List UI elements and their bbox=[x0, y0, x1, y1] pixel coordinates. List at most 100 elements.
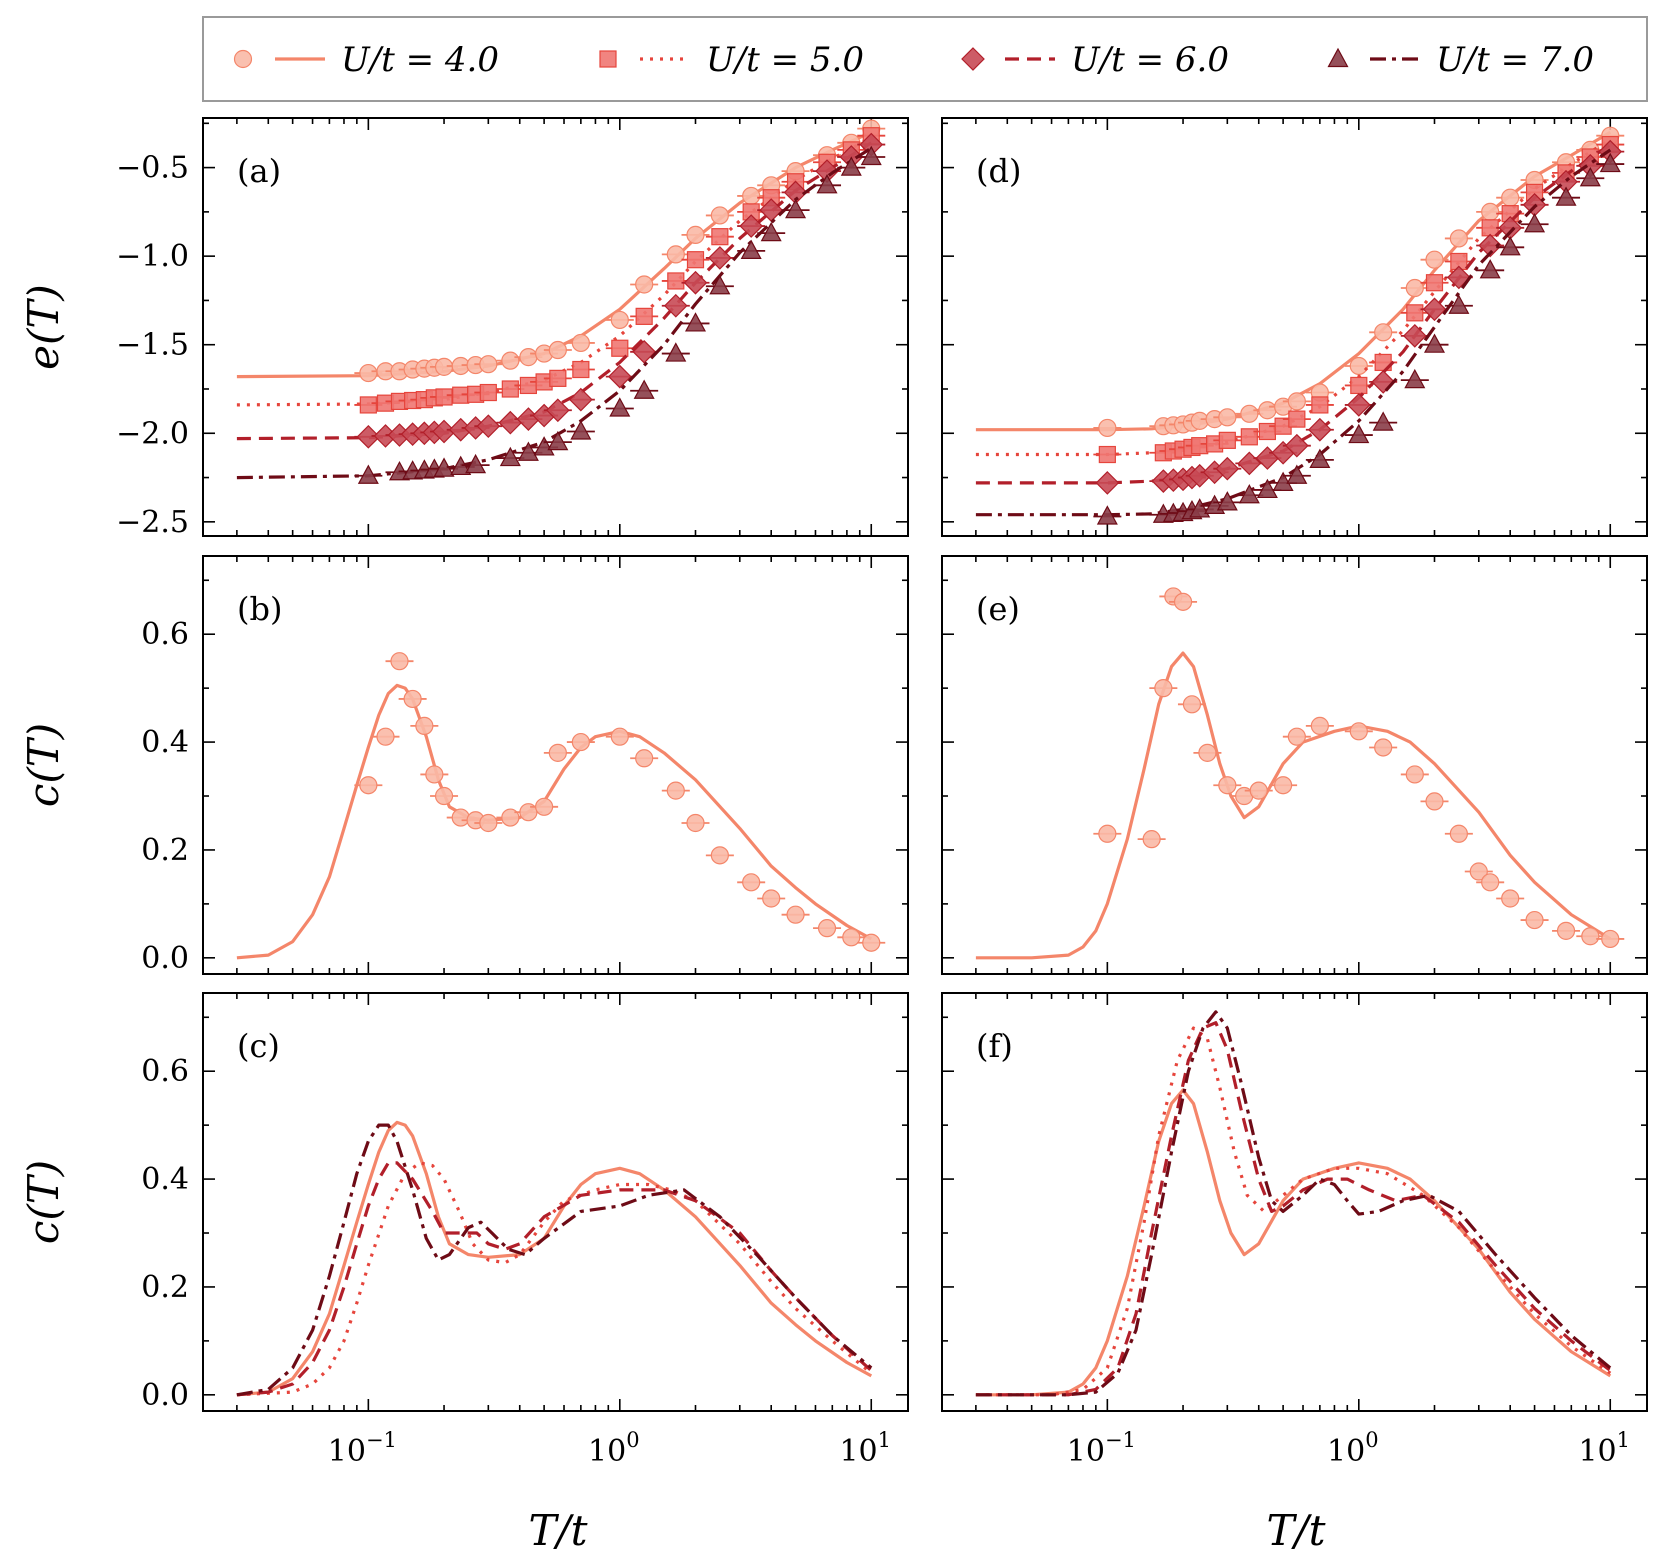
data-point-u6 bbox=[607, 364, 632, 389]
data-point-u7 bbox=[665, 342, 687, 362]
data-point-u4 bbox=[817, 919, 837, 938]
data-point-u4 bbox=[1449, 229, 1468, 248]
y-tick-label: 0.2 bbox=[141, 1270, 189, 1305]
y-tick-label: −0.5 bbox=[116, 151, 189, 186]
data-point-u4 bbox=[359, 363, 378, 383]
data-point-u5 bbox=[1098, 445, 1116, 464]
data-point-u4 bbox=[1198, 743, 1217, 762]
data-point-u5 bbox=[501, 380, 519, 398]
data-point-u4 bbox=[1287, 392, 1306, 411]
data-point-u4 bbox=[571, 333, 590, 353]
data-point-u7 bbox=[570, 420, 592, 440]
data-point-u4 bbox=[786, 905, 805, 924]
y-tick-label: −1.0 bbox=[116, 239, 189, 274]
data-point-u6 bbox=[356, 424, 381, 449]
panel-tag-f: (f) bbox=[976, 1027, 1013, 1065]
data-point-u4 bbox=[415, 716, 434, 735]
series-line-u6 bbox=[236, 1161, 873, 1397]
plot-area-d bbox=[975, 126, 1625, 525]
series-line-u5 bbox=[975, 1026, 1612, 1397]
data-point-u5 bbox=[1481, 219, 1499, 237]
data-point-u4 bbox=[1218, 408, 1237, 427]
data-point-u5 bbox=[1240, 428, 1258, 446]
panels: −0.5 −1.0 −1.5 −2.0 −2.5 e(T) (a) 0.0 0.2 0.4 0.6 c… bbox=[19, 117, 1648, 1469]
data-point-u7 bbox=[785, 198, 807, 219]
data-point-u6 bbox=[663, 293, 688, 318]
data-point-u6 bbox=[1095, 471, 1120, 495]
data-point-u6 bbox=[1215, 456, 1240, 481]
data-point-u4 bbox=[842, 928, 861, 947]
data-point-u4 bbox=[501, 351, 520, 370]
data-point-u5 bbox=[711, 228, 729, 246]
ticks-c bbox=[203, 993, 908, 1411]
legend-label-u7: U/t = 7.0 bbox=[1436, 40, 1594, 80]
data-point-u7 bbox=[1189, 498, 1211, 518]
panel-a: −0.5 −1.0 −1.5 −2.0 −2.5 e(T) (a) bbox=[19, 117, 909, 540]
data-point-u7 bbox=[760, 221, 782, 242]
data-point-u6 bbox=[1478, 233, 1503, 258]
data-point-u4 bbox=[390, 652, 409, 671]
data-point-u4 bbox=[501, 808, 520, 827]
data-point-u7 bbox=[1423, 333, 1446, 353]
panel-tag-a: (a) bbox=[237, 152, 281, 190]
legend-entry-u5: U/t = 5.0 bbox=[599, 40, 864, 80]
data-point-u4 bbox=[610, 727, 629, 746]
data-point-u7 bbox=[1404, 368, 1426, 389]
y-tick-label: 0.2 bbox=[141, 833, 189, 868]
data-point-u7 bbox=[1524, 213, 1546, 233]
y-tick-label: −2.0 bbox=[116, 416, 189, 451]
panel-d: (d) bbox=[941, 117, 1648, 537]
data-point-u7 bbox=[1256, 478, 1278, 499]
data-point-u5 bbox=[1406, 304, 1424, 322]
data-point-u7 bbox=[740, 239, 762, 259]
legend-label-u6: U/t = 6.0 bbox=[1071, 40, 1229, 80]
data-point-u4 bbox=[1501, 889, 1520, 908]
data-point-u4 bbox=[1425, 250, 1444, 269]
data-point-u4 bbox=[403, 689, 422, 709]
data-point-u6 bbox=[498, 410, 523, 435]
data-point-u7 bbox=[533, 436, 555, 456]
data-point-u7 bbox=[1555, 186, 1577, 206]
panel-b: 0.0 0.2 0.4 0.6 c(T) (b) bbox=[19, 555, 909, 976]
panel-e: (e) bbox=[941, 555, 1648, 975]
ticks-e bbox=[942, 556, 1647, 974]
data-point-u4 bbox=[666, 245, 685, 264]
data-point-u4 bbox=[1405, 278, 1424, 298]
axes-frame-e bbox=[941, 555, 1648, 975]
data-point-u4 bbox=[762, 889, 781, 908]
plot-area-a bbox=[236, 119, 886, 484]
data-point-u5 bbox=[572, 360, 590, 379]
data-point-u6 bbox=[476, 414, 501, 439]
y-tick-label: 0.6 bbox=[141, 617, 189, 652]
data-point-u4 bbox=[1581, 927, 1600, 946]
data-point-u5 bbox=[667, 272, 685, 290]
axes-frame-c bbox=[202, 992, 909, 1412]
legend-marker-u6 bbox=[961, 47, 985, 71]
data-point-u4 bbox=[1525, 910, 1544, 930]
data-point-u7 bbox=[1448, 294, 1470, 314]
data-point-u4 bbox=[1481, 873, 1500, 892]
data-point-u7 bbox=[1599, 152, 1621, 173]
data-point-u7 bbox=[609, 397, 631, 417]
y-tick-label: 0.4 bbox=[141, 1162, 189, 1197]
data-point-u4 bbox=[710, 206, 729, 225]
y-axis-label-c: c(T) bbox=[19, 1160, 68, 1244]
data-point-u4 bbox=[535, 797, 554, 816]
y-tick-label: −2.5 bbox=[116, 505, 189, 540]
data-point-u5 bbox=[635, 307, 653, 325]
data-point-u4 bbox=[451, 808, 470, 827]
series-line-u4 bbox=[975, 130, 1612, 432]
data-point-u4 bbox=[1258, 401, 1277, 420]
x-tick-label: 101 bbox=[839, 1428, 891, 1469]
data-point-u4 bbox=[1425, 792, 1444, 811]
series-line-u4 bbox=[975, 1088, 1612, 1397]
data-point-u6 bbox=[1237, 451, 1262, 476]
y-tick-label: −1.5 bbox=[116, 328, 189, 363]
data-point-u7 bbox=[1579, 166, 1601, 187]
x-tick-label: 10−1 bbox=[1067, 1428, 1136, 1469]
data-point-u4 bbox=[742, 873, 761, 892]
plot-area-c bbox=[236, 1120, 873, 1397]
data-point-u4 bbox=[548, 743, 567, 762]
data-point-u7 bbox=[840, 156, 862, 176]
data-point-u4 bbox=[479, 813, 498, 833]
